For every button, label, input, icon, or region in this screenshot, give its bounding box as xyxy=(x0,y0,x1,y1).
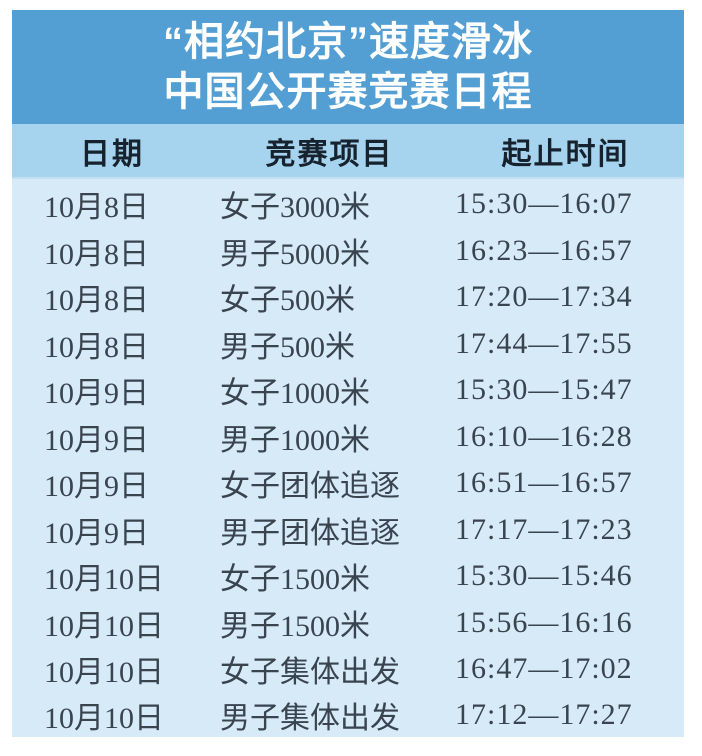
table-row: 10月9日 男子1000米 16:10—16:28 xyxy=(12,414,684,460)
table-row: 10月9日 女子1000米 15:30—15:47 xyxy=(12,367,684,413)
row-event: 女子集体出发 xyxy=(220,655,400,689)
table-row: 10月9日 女子团体追逐 16:51—16:57 xyxy=(12,460,684,506)
row-time: 17:44—17:55 xyxy=(455,326,633,360)
row-time: 16:10—16:28 xyxy=(455,419,633,453)
table-row: 10月8日 男子5000米 16:23—16:57 xyxy=(12,228,684,274)
row-time: 16:23—16:57 xyxy=(455,233,633,267)
row-date: 10月10日 xyxy=(44,655,164,689)
row-date: 10月9日 xyxy=(44,470,149,504)
row-time: 15:56—16:16 xyxy=(455,605,633,639)
row-date: 10月9日 xyxy=(44,377,149,411)
row-date: 10月8日 xyxy=(44,284,149,318)
row-date: 10月8日 xyxy=(44,191,149,225)
row-time: 17:12—17:27 xyxy=(455,698,633,732)
table-row: 10月10日 女子1500米 15:30—15:46 xyxy=(12,553,684,599)
row-date: 10月8日 xyxy=(44,330,149,364)
page-title-line-2: 中国公开赛竞赛日程 xyxy=(163,70,533,114)
row-event: 男子1500米 xyxy=(220,609,370,643)
row-time: 15:30—16:07 xyxy=(455,187,633,221)
row-event: 男子团体追逐 xyxy=(220,516,400,550)
row-time: 16:47—17:02 xyxy=(455,651,633,685)
row-time: 16:51—16:57 xyxy=(455,466,633,500)
row-time: 17:20—17:34 xyxy=(455,280,633,314)
row-event: 女子500米 xyxy=(220,284,355,318)
table-header-row: 日期 竞赛项目 起止时间 xyxy=(12,124,684,179)
table-row: 10月8日 女子500米 17:20—17:34 xyxy=(12,274,684,320)
row-time: 15:30—15:47 xyxy=(455,373,633,407)
schedule-card: “相约北京”速度滑冰 中国公开赛竞赛日程 日期 竞赛项目 起止时间 10月8日 … xyxy=(12,10,684,737)
table-row: 10月9日 男子团体追逐 17:17—17:23 xyxy=(12,507,684,553)
row-date: 10月9日 xyxy=(44,516,149,550)
table-row: 10月10日 女子集体出发 16:47—17:02 xyxy=(12,646,684,692)
row-event: 男子1000米 xyxy=(220,423,370,457)
row-event: 女子1000米 xyxy=(220,377,370,411)
row-time: 17:17—17:23 xyxy=(455,512,633,546)
table-body: 10月8日 女子3000米 15:30—16:07 10月8日 男子5000米 … xyxy=(12,179,684,737)
title-banner: “相约北京”速度滑冰 中国公开赛竞赛日程 xyxy=(12,10,684,124)
row-date: 10月10日 xyxy=(44,563,164,597)
row-event: 男子集体出发 xyxy=(220,702,400,736)
column-header-date: 日期 xyxy=(80,137,144,171)
column-header-event: 竞赛项目 xyxy=(265,137,394,171)
row-event: 女子1500米 xyxy=(220,563,370,597)
row-date: 10月10日 xyxy=(44,609,164,643)
row-event: 女子团体追逐 xyxy=(220,470,400,504)
row-date: 10月10日 xyxy=(44,702,164,736)
table-row: 10月10日 男子1500米 15:56—16:16 xyxy=(12,600,684,646)
row-date: 10月9日 xyxy=(44,423,149,457)
page-title-line-1: “相约北京”速度滑冰 xyxy=(163,20,533,64)
row-event: 男子5000米 xyxy=(220,237,370,271)
row-date: 10月8日 xyxy=(44,237,149,271)
table-row: 10月8日 男子500米 17:44—17:55 xyxy=(12,321,684,367)
row-event: 女子3000米 xyxy=(220,191,370,225)
column-header-time: 起止时间 xyxy=(501,137,630,171)
table-row: 10月8日 女子3000米 15:30—16:07 xyxy=(12,181,684,227)
table-row: 10月10日 男子集体出发 17:12—17:27 xyxy=(12,692,684,737)
row-time: 15:30—15:46 xyxy=(455,559,633,593)
row-event: 男子500米 xyxy=(220,330,355,364)
